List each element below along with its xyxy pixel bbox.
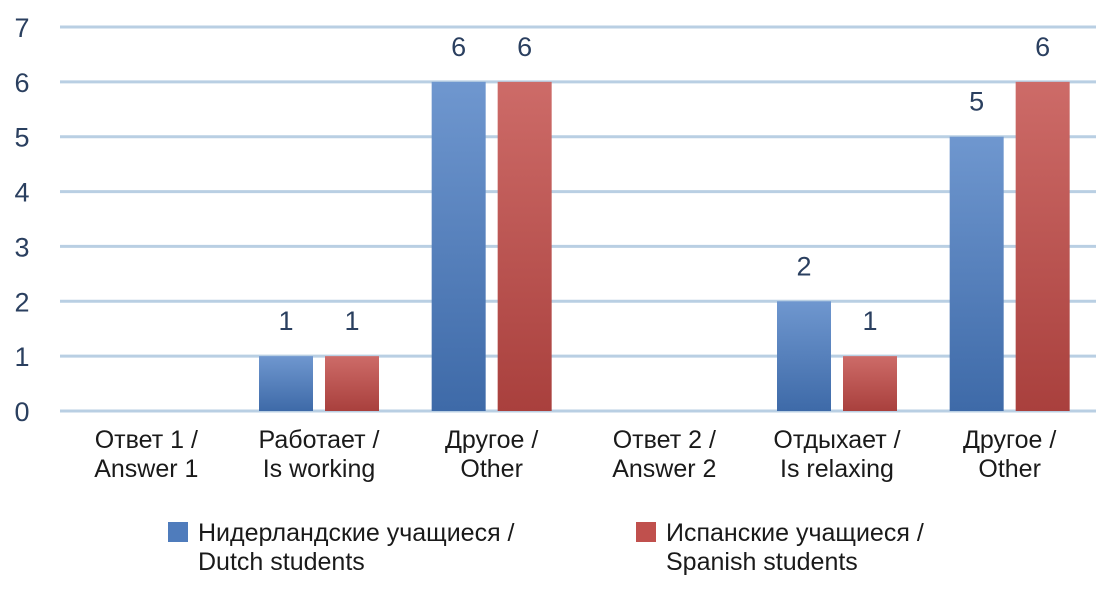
bar	[431, 81, 486, 411]
x-category-line: Другое /	[963, 426, 1056, 454]
y-tick-label: 0	[14, 397, 29, 427]
y-tick-label: 1	[14, 342, 29, 372]
data-label: 6	[517, 32, 532, 62]
y-tick-label: 2	[14, 287, 29, 317]
data-label: 6	[1035, 32, 1050, 62]
bar	[949, 136, 1004, 411]
legend-item: Нидерландские учащиеся / Dutch students	[168, 519, 515, 576]
bar	[497, 81, 552, 411]
x-category-line: Is working	[263, 455, 376, 483]
bar	[843, 356, 897, 411]
legend-swatch	[168, 522, 188, 542]
bar	[1015, 81, 1070, 411]
data-label: 1	[344, 306, 359, 336]
data-label: 1	[862, 306, 877, 336]
x-category-line: Ответ 2 /	[613, 426, 716, 454]
gridlines	[60, 25, 1096, 413]
y-tick-label: 7	[14, 13, 29, 43]
x-category-line: Ответ 1 /	[95, 426, 198, 454]
legend-label-line: Dutch students	[198, 548, 365, 576]
y-tick-label: 5	[14, 123, 29, 153]
data-label: 6	[451, 32, 466, 62]
x-category-label: Ответ 1 /Answer 1	[94, 426, 198, 483]
x-category-label: Ответ 2 /Answer 2	[612, 426, 716, 483]
data-label: 2	[796, 251, 811, 281]
x-category-line: Is relaxing	[780, 455, 894, 483]
x-category-label: Другое / Other	[445, 426, 538, 483]
legend-label-line: Spanish students	[666, 548, 858, 576]
y-tick-label: 3	[14, 232, 29, 262]
data-label: 5	[969, 87, 984, 117]
bars	[259, 81, 1070, 411]
y-axis-ticks: 0 1 2 3 4 5 6 7	[14, 13, 29, 427]
legend: Нидерландские учащиеся / Dutch students Ис…	[168, 519, 924, 576]
x-category-line: Answer 2	[612, 455, 716, 483]
x-category-line: Другое /	[445, 426, 538, 454]
x-category-line: Other	[978, 455, 1041, 483]
legend-item: Испанские учащиеся / Spanish students	[636, 519, 924, 576]
x-category-label: Другое / Other	[963, 426, 1056, 483]
x-category-label: Работает / Is working	[259, 426, 380, 483]
bar	[259, 356, 313, 411]
data-label: 1	[278, 306, 293, 336]
x-axis-categories: Ответ 1 /Answer 1 Работает / Is working Дру…	[94, 426, 1056, 483]
y-tick-label: 6	[14, 68, 29, 98]
y-tick-label: 4	[14, 178, 29, 208]
data-labels: 1 1 6 6 2 1 5 6	[278, 32, 1050, 336]
legend-swatch	[636, 522, 656, 542]
legend-label-line: Нидерландские учащиеся /	[198, 519, 515, 547]
legend-label: Нидерландские учащиеся / Dutch students	[198, 519, 515, 576]
bar	[325, 356, 379, 411]
x-category-label: Отдыхает / Is relaxing	[773, 426, 900, 483]
legend-label-line: Испанские учащиеся /	[666, 519, 924, 547]
legend-label: Испанские учащиеся / Spanish students	[666, 519, 924, 576]
x-category-line: Работает /	[259, 426, 380, 454]
x-category-line: Отдыхает /	[773, 426, 900, 454]
x-category-line: Other	[460, 455, 523, 483]
bar	[777, 301, 831, 411]
x-category-line: Answer 1	[94, 455, 198, 483]
